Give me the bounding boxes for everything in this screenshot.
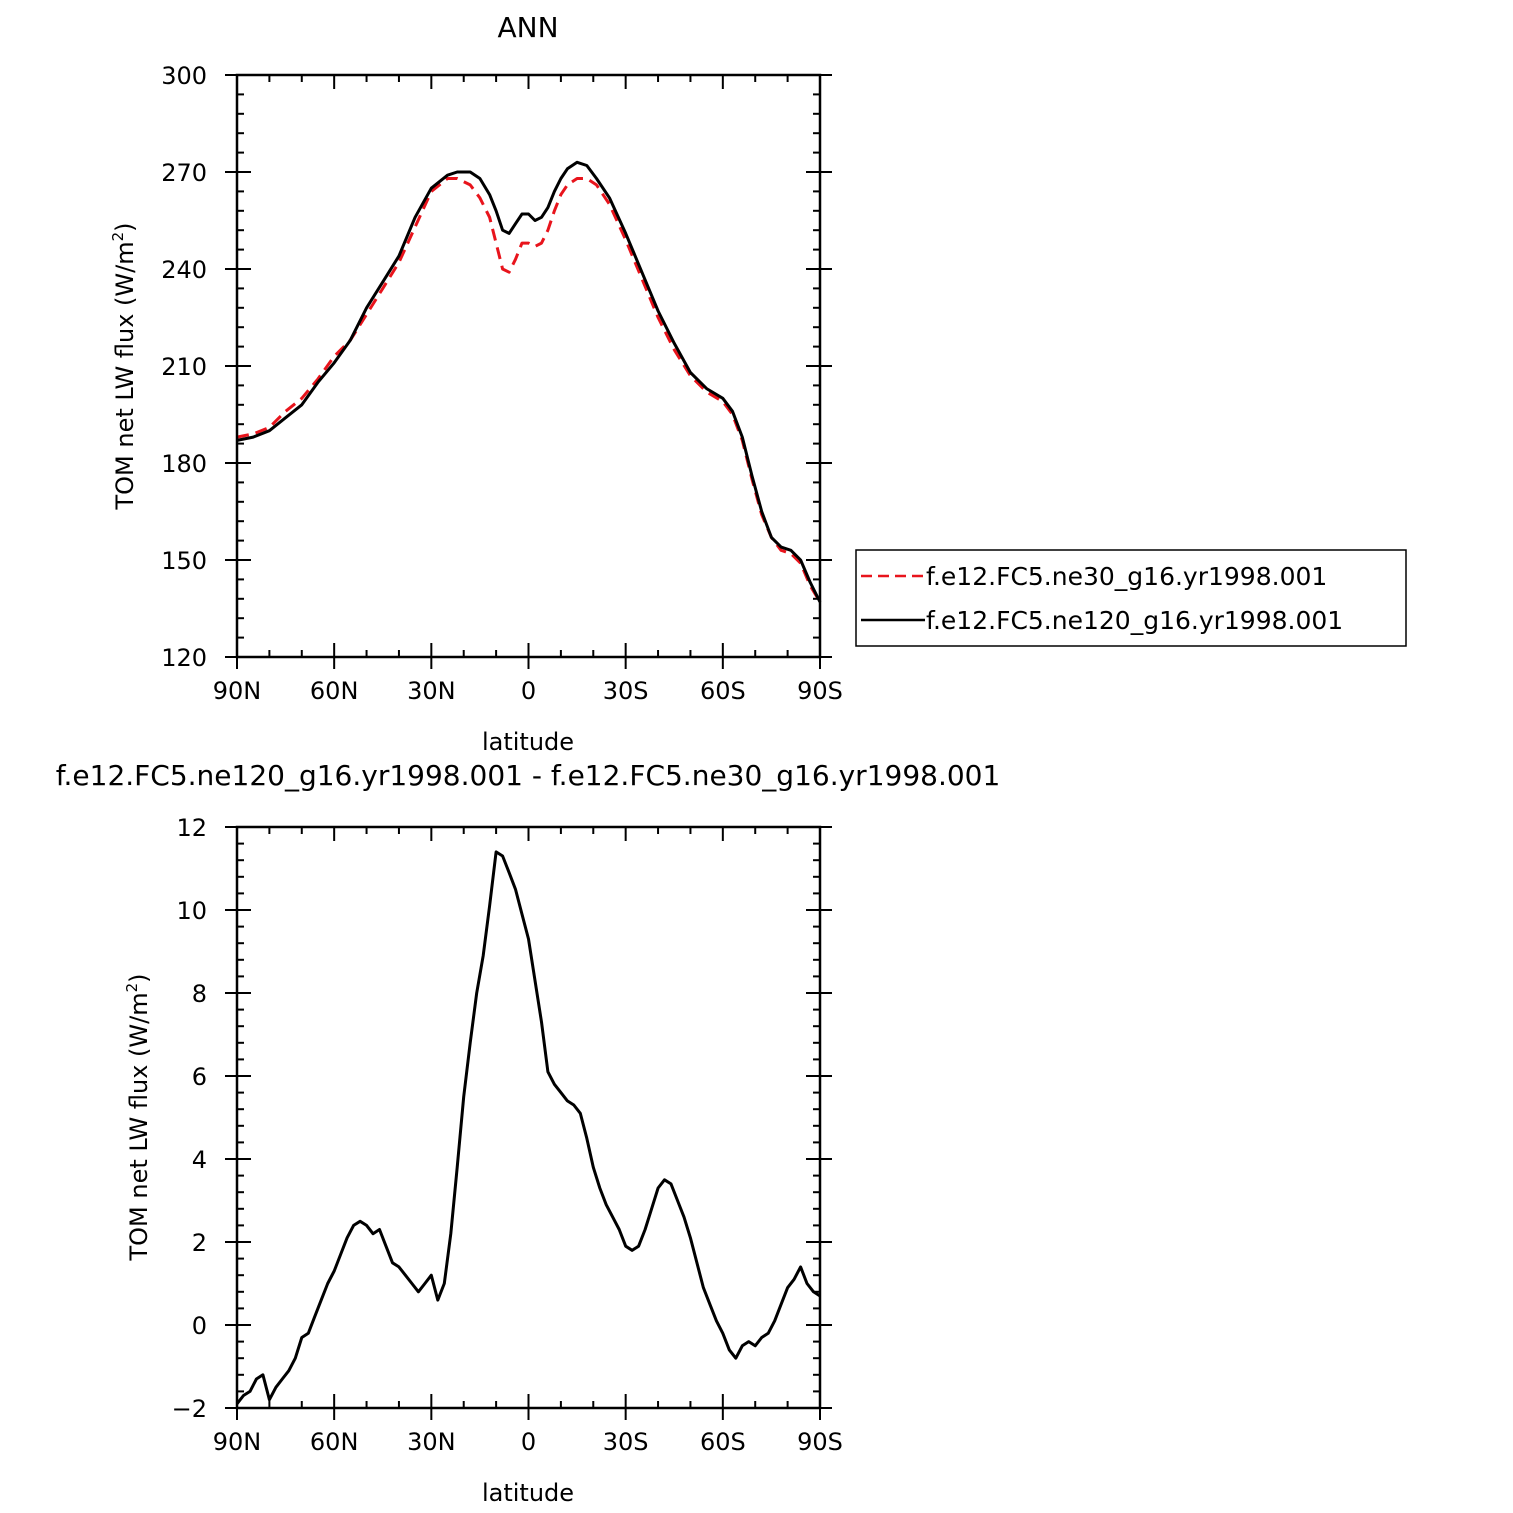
y-tick-label: 210 — [161, 353, 207, 381]
y-tick-label: 240 — [161, 256, 207, 284]
bottom-series-layer — [235, 850, 821, 1405]
x-tick-label: 90N — [213, 677, 262, 705]
y-tick-label: 270 — [161, 159, 207, 187]
x-tick-label: 90S — [797, 677, 843, 705]
legend-box — [855, 549, 1407, 647]
y-tick-label: 8 — [192, 980, 207, 1008]
top-x-axis-label: latitude — [482, 728, 574, 756]
y-tick-label: 6 — [192, 1063, 207, 1091]
x-tick-label: 30S — [603, 1428, 649, 1456]
top-y-axis-label-close: ) — [111, 222, 139, 231]
bottom-y-axis-label: TOM net LW flux (W/m2) — [123, 973, 153, 1261]
x-tick-label: 90N — [213, 1428, 262, 1456]
top-y-axis-label: TOM net LW flux (W/m2) — [109, 222, 139, 510]
series-line-ne120 — [236, 160, 822, 603]
y-tick-label: 2 — [192, 1229, 207, 1257]
bottom-panel: f.e12.FC5.ne120_g16.yr1998.001 - f.e12.F… — [56, 759, 1001, 1507]
top-panel: ANN 90N 60N 30N 0 30S 60S 90S 120 150 180 210 240 27… — [109, 11, 1407, 756]
top-chart-title: ANN — [497, 11, 558, 44]
series-line-ne120-diff — [235, 850, 821, 1405]
bottom-y-axis-label-close: ) — [125, 973, 153, 982]
series-line-ne30 — [236, 177, 822, 603]
top-plot-frame — [235, 73, 822, 659]
x-tick-label: 30N — [407, 677, 456, 705]
top-y-axis-label-main: TOM net LW flux (W/m — [111, 241, 139, 510]
x-tick-label: 0 — [521, 677, 536, 705]
bottom-chart-title: f.e12.FC5.ne120_g16.yr1998.001 - f.e12.F… — [56, 759, 1001, 792]
legend-label-ne30: f.e12.FC5.ne30_g16.yr1998.001 — [926, 562, 1327, 591]
top-y-axis-label-sup: 2 — [109, 232, 127, 242]
y-tick-label: 150 — [161, 547, 207, 575]
y-tick-label: 12 — [176, 814, 207, 842]
x-tick-label: 90S — [797, 1428, 843, 1456]
y-tick-label: 300 — [161, 62, 207, 90]
y-tick-label: 120 — [161, 644, 207, 672]
legend-label-ne120: f.e12.FC5.ne120_g16.yr1998.001 — [926, 606, 1343, 635]
y-tick-label: −2 — [172, 1395, 207, 1423]
top-series-layer — [236, 160, 822, 603]
y-tick-label: 4 — [192, 1146, 207, 1174]
bottom-tick-layer: 90N 60N 30N 0 30S 60S 90S −2 0 2 4 6 8 10 12 — [172, 814, 843, 1456]
x-tick-label: 60S — [700, 677, 746, 705]
legend: f.e12.FC5.ne30_g16.yr1998.001 f.e12.FC5.… — [855, 549, 1407, 647]
x-tick-label: 60N — [310, 677, 359, 705]
x-tick-label: 30N — [407, 1428, 456, 1456]
y-tick-label: 0 — [192, 1312, 207, 1340]
bottom-plot-frame — [235, 825, 822, 1410]
top-tick-layer: 90N 60N 30N 0 30S 60S 90S 120 150 180 210 240 270 300 — [161, 62, 843, 705]
bottom-y-axis-label-main: TOM net LW flux (W/m — [125, 992, 153, 1261]
x-tick-label: 60S — [700, 1428, 746, 1456]
bottom-x-axis-label: latitude — [482, 1479, 574, 1507]
y-tick-label: 180 — [161, 450, 207, 478]
bottom-y-axis-label-sup: 2 — [123, 983, 141, 993]
x-tick-label: 30S — [603, 677, 649, 705]
x-tick-label: 0 — [521, 1428, 536, 1456]
x-tick-label: 60N — [310, 1428, 359, 1456]
y-tick-label: 10 — [176, 897, 207, 925]
